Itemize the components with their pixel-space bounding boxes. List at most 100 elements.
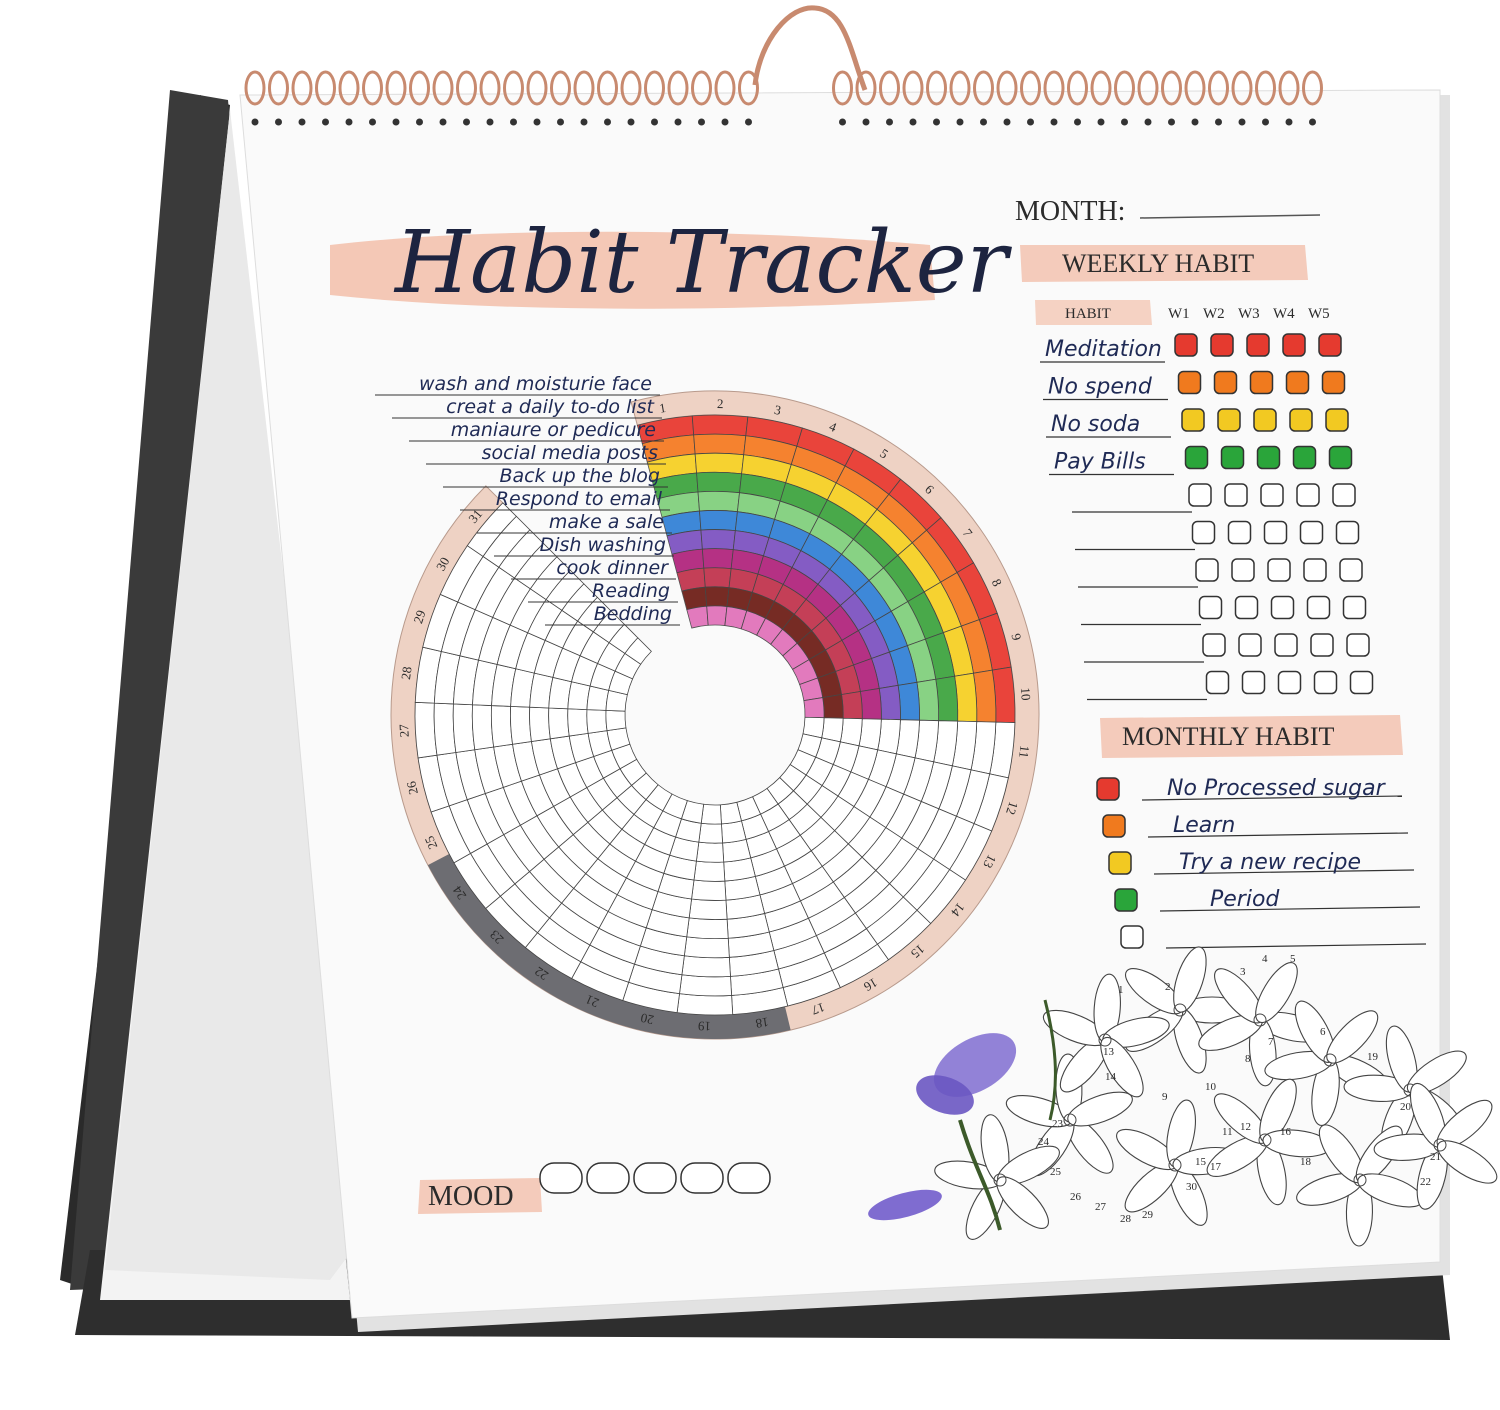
tracker-cell[interactable] [897,681,920,721]
week-checkbox[interactable] [1313,670,1338,695]
tracker-cell[interactable] [433,702,457,756]
mood-box[interactable] [727,1162,771,1194]
week-checkbox[interactable] [1224,483,1248,507]
week-checkbox[interactable] [1274,633,1298,657]
week-checkbox[interactable] [1342,595,1367,620]
week-checkbox[interactable] [1328,445,1353,470]
tracker-cell[interactable] [510,705,532,745]
week-checkbox[interactable] [1210,333,1234,357]
week-checkbox[interactable] [1177,370,1202,395]
monthly-checkbox[interactable] [1114,888,1138,912]
week-checkbox[interactable] [1195,558,1219,582]
week-checkbox[interactable] [1332,483,1356,507]
week-checkbox[interactable] [1346,633,1370,657]
tracker-cell[interactable] [916,678,939,722]
week-checkbox[interactable] [1191,520,1216,545]
week-checkbox[interactable] [1256,445,1281,470]
tracker-cell[interactable] [700,803,722,825]
week-checkbox[interactable] [1303,558,1327,582]
monthly-checkbox[interactable] [1102,814,1126,838]
tracker-cell[interactable] [605,709,627,732]
week-checkbox[interactable] [1263,520,1288,545]
week-checkbox[interactable] [1202,633,1226,657]
tracker-cell[interactable] [721,820,747,844]
week-checkbox[interactable] [1181,408,1205,432]
week-checkbox[interactable] [1249,370,1274,395]
tracker-cell[interactable] [695,841,725,863]
week-checkbox[interactable] [1299,520,1324,545]
tracker-cell[interactable] [935,675,959,722]
tracker-cell[interactable] [414,701,438,759]
tracker-cell[interactable] [694,452,745,475]
tracker-cell[interactable] [693,860,726,882]
week-checkbox[interactable] [1335,520,1360,545]
mood-box[interactable] [586,1162,630,1194]
week-checkbox[interactable] [1198,595,1223,620]
week-checkbox[interactable] [1213,370,1238,395]
week-checkbox[interactable] [1234,595,1259,620]
week-checkbox[interactable] [1270,595,1295,620]
week-checkbox[interactable] [1310,633,1334,657]
tracker-cell[interactable] [696,471,743,494]
week-checkbox[interactable] [1325,408,1349,432]
tracker-cell[interactable] [490,705,514,748]
tracker-cell[interactable] [698,822,723,844]
tracker-cell[interactable] [706,605,728,626]
week-checkbox[interactable] [1227,520,1252,545]
week-checkbox[interactable] [1217,408,1241,432]
tracker-cell[interactable] [679,974,733,997]
week-checkbox[interactable] [1282,333,1306,357]
week-checkbox[interactable] [1267,558,1291,582]
week-checkbox[interactable] [1241,670,1266,695]
tracker-cell[interactable] [822,694,844,719]
tracker-cell[interactable] [693,433,747,456]
tracker-cell[interactable] [688,898,728,920]
tracker-cell[interactable] [704,586,730,608]
tracker-cell[interactable] [699,510,738,532]
tracker-cell[interactable] [701,548,734,570]
week-checkbox[interactable] [1231,558,1255,582]
tracker-cell[interactable] [683,936,730,959]
tracker-cell[interactable] [703,567,732,589]
tracker-cell[interactable] [567,708,589,737]
tracker-cell[interactable] [859,687,882,720]
week-checkbox[interactable] [1184,445,1209,470]
week-checkbox[interactable] [1306,595,1331,620]
mood-box[interactable] [539,1162,583,1194]
week-checkbox[interactable] [1292,445,1317,470]
tracker-cell[interactable] [700,529,736,551]
week-checkbox[interactable] [1321,370,1346,395]
monthly-checkbox[interactable] [1096,777,1120,801]
week-checkbox[interactable] [1188,483,1212,507]
tracker-cell[interactable] [691,879,727,901]
tracker-cell[interactable] [839,717,863,747]
tracker-cell[interactable] [529,706,551,742]
week-checkbox[interactable] [1246,333,1270,357]
tracker-cell[interactable] [452,703,476,753]
week-checkbox[interactable] [1260,483,1284,507]
tracker-cell[interactable] [624,637,652,665]
week-checkbox[interactable] [1339,558,1363,582]
tracker-cell[interactable] [681,955,731,978]
week-checkbox[interactable] [1253,408,1277,432]
week-checkbox[interactable] [1205,670,1230,695]
week-checkbox[interactable] [1296,483,1320,507]
tracker-cell[interactable] [686,917,729,940]
monthly-checkbox[interactable] [1120,925,1144,949]
monthly-checkbox[interactable] [1108,851,1132,875]
week-checkbox[interactable] [1220,445,1245,470]
tracker-cell[interactable] [697,490,740,513]
week-checkbox[interactable] [1289,408,1313,432]
tracker-cell[interactable] [548,707,570,740]
week-checkbox[interactable] [1285,370,1310,395]
tracker-cell[interactable] [586,709,608,734]
mood-box[interactable] [633,1162,677,1194]
tracker-cell[interactable] [878,684,901,721]
tracker-cell[interactable] [841,691,863,720]
week-checkbox[interactable] [1238,633,1262,657]
tracker-cell[interactable] [803,697,825,719]
week-checkbox[interactable] [1349,670,1374,695]
week-checkbox[interactable] [1174,333,1198,357]
week-checkbox[interactable] [1277,670,1302,695]
tracker-cell[interactable] [691,414,749,437]
